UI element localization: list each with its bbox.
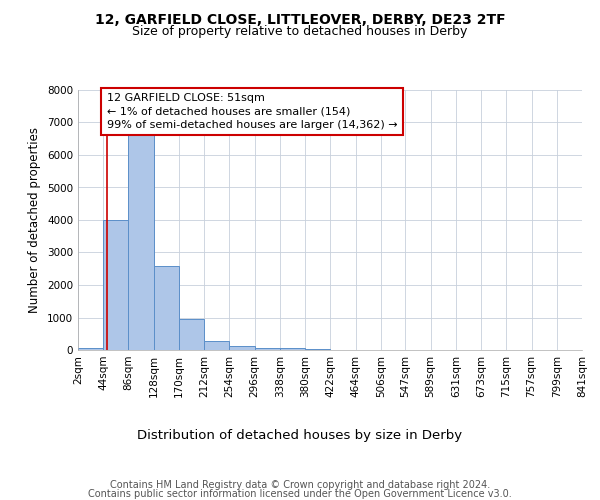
Text: 12, GARFIELD CLOSE, LITTLEOVER, DERBY, DE23 2TF: 12, GARFIELD CLOSE, LITTLEOVER, DERBY, D…	[95, 12, 505, 26]
Bar	[179, 319, 204, 350]
Text: Contains public sector information licensed under the Open Government Licence v3: Contains public sector information licen…	[88, 489, 512, 499]
Text: 12 GARFIELD CLOSE: 51sqm
← 1% of detached houses are smaller (154)
99% of semi-d: 12 GARFIELD CLOSE: 51sqm ← 1% of detache…	[107, 93, 397, 130]
Bar	[78, 348, 103, 350]
Text: Distribution of detached houses by size in Derby: Distribution of detached houses by size …	[137, 430, 463, 442]
Text: Contains HM Land Registry data © Crown copyright and database right 2024.: Contains HM Land Registry data © Crown c…	[110, 480, 490, 490]
Bar	[103, 220, 128, 350]
Bar	[229, 346, 254, 350]
Bar	[128, 136, 154, 350]
Bar	[254, 348, 280, 350]
Y-axis label: Number of detached properties: Number of detached properties	[28, 127, 41, 313]
Bar	[154, 266, 179, 350]
Text: Size of property relative to detached houses in Derby: Size of property relative to detached ho…	[133, 25, 467, 38]
Bar	[280, 348, 305, 350]
Bar	[204, 340, 229, 350]
